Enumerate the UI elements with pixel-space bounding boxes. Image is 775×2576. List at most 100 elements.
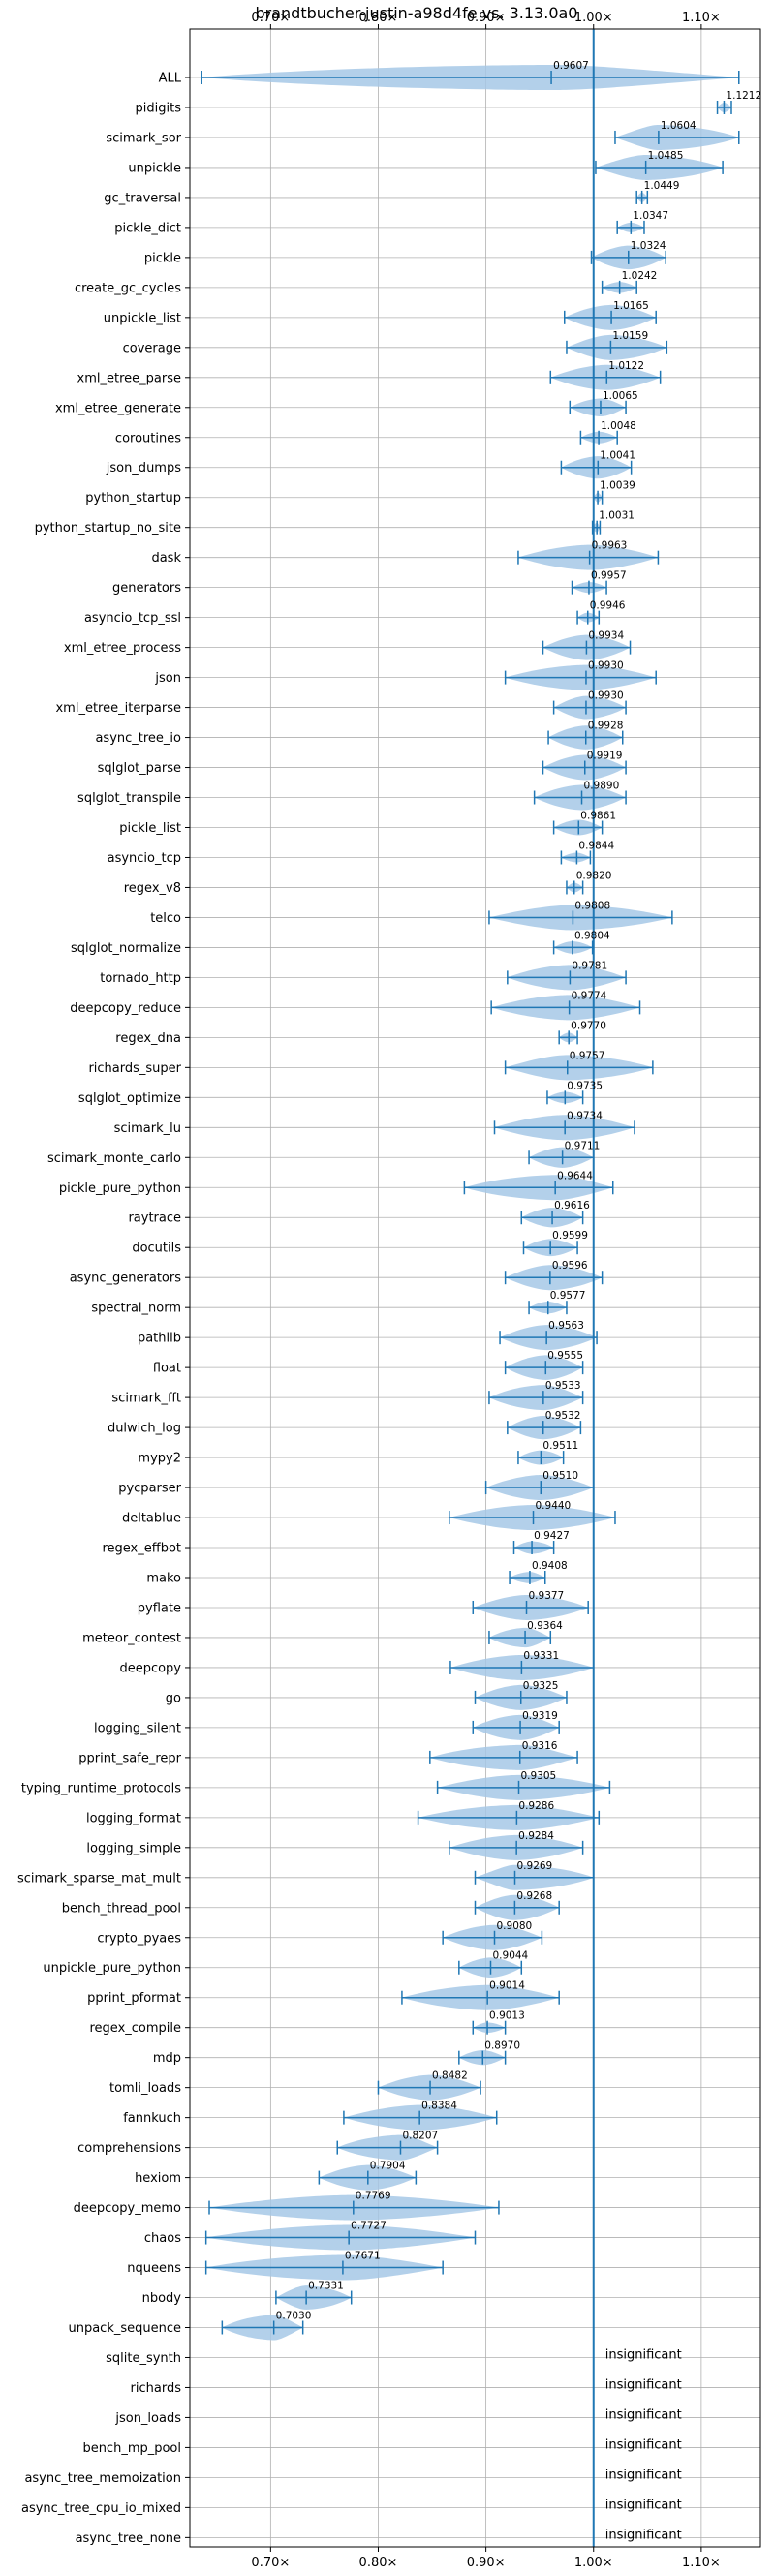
mean-value-label: 1.0159 <box>612 330 648 342</box>
benchmark-label: xml_etree_generate <box>55 401 181 415</box>
mean-value-label: 0.9757 <box>570 1050 605 1061</box>
benchmark-label: logging_format <box>86 1811 181 1825</box>
benchmark-label: async_generators <box>70 1272 182 1286</box>
benchmark-label: go <box>166 1691 181 1705</box>
benchmark-label: pprint_pformat <box>87 1991 181 2006</box>
mean-value-label: 0.9928 <box>588 721 624 732</box>
benchmark-label: sqlglot_transpile <box>78 791 181 806</box>
benchmark-label: raytrace <box>128 1211 181 1226</box>
benchmark-label: dulwich_log <box>108 1422 181 1436</box>
insignificant-label: insignificant <box>605 2468 682 2482</box>
tick-label-top: 0.90× <box>467 11 506 25</box>
mean-value-label: 0.9533 <box>545 1380 581 1392</box>
mean-value-label: 1.0031 <box>599 510 635 522</box>
benchmark-label: deltablue <box>122 1512 181 1526</box>
mean-value-label: 0.9711 <box>565 1140 601 1151</box>
benchmark-label: nbody <box>142 2291 182 2306</box>
benchmark-label: sqlglot_normalize <box>71 941 181 956</box>
mean-value-label: 0.9316 <box>522 1740 558 1752</box>
mean-value-label: 0.9013 <box>489 2010 525 2022</box>
benchmark-label: pickle_dict <box>114 221 181 235</box>
tick-label-bottom: 0.90× <box>467 2556 506 2570</box>
benchmark-label: regex_compile <box>89 2021 181 2036</box>
benchmark-label: xml_etree_iterparse <box>55 701 181 716</box>
benchmark-label: sqlglot_optimize <box>78 1091 181 1106</box>
mean-value-label: 0.9555 <box>547 1350 583 1362</box>
benchmark-label: gc_traversal <box>104 191 181 205</box>
benchmark-label: logging_silent <box>94 1721 181 1735</box>
benchmark-label: richards_super <box>88 1061 181 1076</box>
mean-value-label: 1.1212 <box>726 90 761 102</box>
mean-value-label: 0.9305 <box>521 1770 557 1782</box>
mean-value-label: 0.9268 <box>516 1890 552 1902</box>
benchmark-label: pathlib <box>138 1332 181 1346</box>
mean-value-label: 1.0048 <box>601 420 636 432</box>
mean-value-label: 0.9930 <box>588 660 624 672</box>
benchmark-label: async_tree_memoization <box>24 2471 181 2486</box>
mean-value-label: 0.9286 <box>518 1800 554 1812</box>
tick-label-bottom: 1.00× <box>574 2556 613 2570</box>
mean-value-label: 0.9511 <box>542 1440 578 1452</box>
benchmark-label: xml_etree_process <box>64 641 181 656</box>
benchmark-label: pidigits <box>136 101 182 115</box>
mean-value-label: 0.7727 <box>351 2221 387 2232</box>
benchmark-label: deepcopy_reduce <box>70 1001 181 1016</box>
benchmark-label: coroutines <box>115 431 181 445</box>
insignificant-label: insignificant <box>605 2407 682 2422</box>
benchmark-label: regex_v8 <box>124 881 181 896</box>
tick-label-top: 1.00× <box>574 11 613 25</box>
mean-value-label: 0.8970 <box>484 2040 520 2052</box>
mean-value-label: 0.9331 <box>523 1650 559 1662</box>
mean-value-label: 0.9427 <box>534 1530 570 1542</box>
mean-value-label: 0.9774 <box>572 990 607 1001</box>
mean-value-label: 0.9735 <box>567 1080 603 1091</box>
benchmark-label: python_startup <box>85 491 181 506</box>
tick-label-top: 0.80× <box>359 11 398 25</box>
mean-value-label: 1.0065 <box>603 390 638 402</box>
benchmark-label: tornado_http <box>100 971 181 986</box>
mean-labels: 0.9607 1.1212 1.0604 1.0485 1.0449 1.0347 1.03… <box>276 60 762 2542</box>
mean-value-label: 0.9808 <box>574 900 610 911</box>
tick-label-top: 0.70× <box>251 11 290 25</box>
benchmark-label: chaos <box>144 2231 181 2246</box>
benchmark-label: json_loads <box>114 2411 181 2426</box>
benchmark-label: scimark_lu <box>114 1121 181 1136</box>
benchmark-label: pickle_pure_python <box>59 1181 181 1196</box>
benchmark-label: python_startup_no_site <box>35 521 181 536</box>
benchmark-label: pycparser <box>118 1482 181 1496</box>
benchmark-label: dask <box>151 551 181 566</box>
insignificant-label: insignificant <box>605 2438 682 2452</box>
mean-value-label: 0.9532 <box>545 1410 581 1422</box>
tick-label-top: 1.10× <box>682 11 721 25</box>
mean-value-label: 0.9734 <box>567 1110 603 1121</box>
mean-value-label: 0.9440 <box>536 1500 572 1512</box>
mean-value-label: 1.0485 <box>648 150 684 162</box>
mean-value-label: 0.9820 <box>576 870 612 881</box>
mean-value-label: 0.9607 <box>553 60 589 72</box>
benchmark-label: scimark_monte_carlo <box>47 1151 181 1166</box>
benchmark-label: tomli_loads <box>109 2081 181 2096</box>
mean-value-label: 0.9957 <box>591 570 627 582</box>
benchmark-label: ALL <box>159 72 182 86</box>
benchmark-label: richards <box>131 2381 182 2396</box>
benchmark-label: json_dumps <box>106 461 181 475</box>
mean-value-label: 0.9044 <box>493 1950 529 1962</box>
benchmark-label: meteor_contest <box>82 1631 181 1645</box>
plot-frame <box>189 28 761 2548</box>
mean-value-label: 0.9844 <box>578 840 614 851</box>
mean-value-label: 0.9616 <box>554 1200 590 1211</box>
insignificant-label: insignificant <box>605 2498 682 2512</box>
benchmark-label: unpickle_pure_python <box>43 1961 181 1976</box>
benchmark-label: float <box>153 1362 181 1376</box>
mean-value-label: 1.0347 <box>633 210 668 222</box>
benchmark-label: regex_dna <box>115 1031 181 1046</box>
mean-value-label: 1.0122 <box>608 360 644 372</box>
benchmark-label: scimark_sor <box>106 131 181 145</box>
benchmark-label: mako <box>146 1572 181 1586</box>
mean-value-label: 0.9284 <box>518 1830 554 1842</box>
benchmark-label: pyflate <box>138 1601 181 1615</box>
grid-lines <box>190 29 760 2547</box>
chart-title: brandtbucher-justin-a98d4fe vs. 3.13.0a0 <box>256 4 578 22</box>
benchmark-label: pickle_list <box>119 821 181 836</box>
